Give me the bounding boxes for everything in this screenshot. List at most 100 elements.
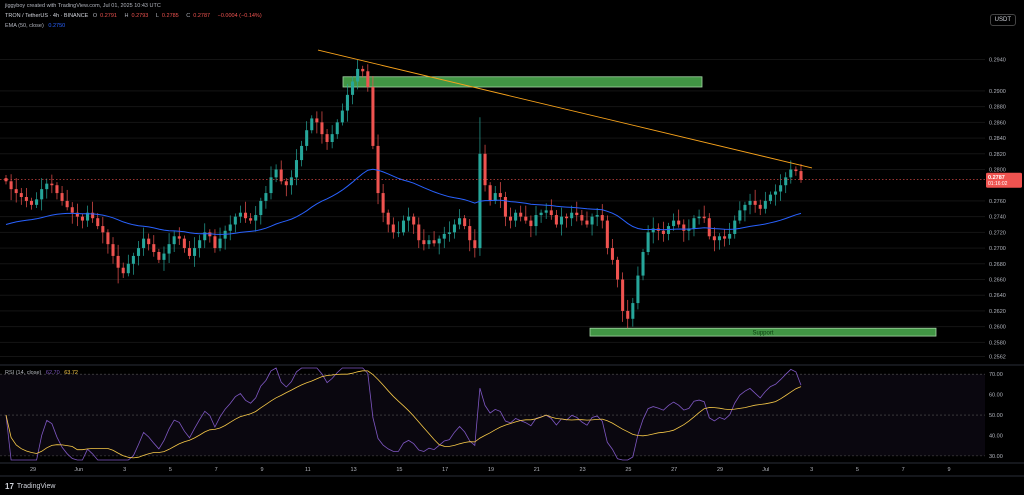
candle-body[interactable] [514,212,518,221]
candle-body[interactable] [524,216,528,221]
candle-body[interactable] [177,236,181,239]
candle-body[interactable] [605,220,609,249]
candle-body[interactable] [91,212,95,219]
candle-body[interactable] [549,210,553,216]
candle-body[interactable] [340,110,344,123]
candle-body[interactable] [468,226,472,241]
candle-body[interactable] [442,233,446,239]
candle-body[interactable] [345,94,349,111]
candle-body[interactable] [427,240,431,245]
candle-body[interactable] [264,193,268,201]
candle-body[interactable] [351,81,355,95]
candle-body[interactable] [55,185,59,194]
candle-body[interactable] [407,216,411,221]
candle-body[interactable] [529,220,533,227]
candle-body[interactable] [733,220,737,234]
candle-body[interactable] [243,212,248,219]
candle-body[interactable] [799,171,803,180]
candle-body[interactable] [356,68,360,82]
candle-body[interactable] [9,181,13,190]
candle-body[interactable] [697,216,701,219]
candle-body[interactable] [279,169,283,182]
candle-body[interactable] [111,244,115,256]
candle-body[interactable] [437,238,441,244]
candle-body[interactable] [661,230,665,234]
candle-body[interactable] [646,232,650,252]
candle-body[interactable] [376,145,380,194]
candle-body[interactable] [768,194,772,201]
candle-body[interactable] [631,303,635,319]
candle-body[interactable] [259,200,263,216]
candle-body[interactable] [565,216,569,219]
candle-body[interactable] [763,200,767,209]
candle-body[interactable] [544,210,548,213]
candle-body[interactable] [773,191,778,195]
candle-body[interactable] [320,122,324,135]
candle-body[interactable] [590,216,594,225]
candle-body[interactable] [24,197,28,201]
candle-body[interactable] [157,252,161,260]
candle-body[interactable] [600,215,604,221]
candle-body[interactable] [152,244,156,252]
candle-body[interactable] [463,218,467,227]
candle-body[interactable] [325,134,329,142]
candle-body[interactable] [269,177,273,194]
candle-body[interactable] [284,181,288,186]
candle-body[interactable] [702,216,706,219]
candle-body[interactable] [4,178,8,182]
candle-body[interactable] [616,259,620,280]
candle-body[interactable] [641,252,645,276]
candle-body[interactable] [412,216,416,225]
candle-body[interactable] [193,248,197,256]
candle-body[interactable] [483,153,487,186]
candle-body[interactable] [422,240,426,245]
candle-body[interactable] [75,212,79,217]
candle-body[interactable] [458,218,462,225]
candle-body[interactable] [86,212,90,221]
candle-body[interactable] [310,118,314,131]
candle-body[interactable] [254,215,258,221]
candle-body[interactable] [116,255,120,268]
candle-body[interactable] [182,238,186,249]
candle-body[interactable] [213,236,217,249]
ema-legend[interactable]: EMA (50, close) 0.2750 [5,23,68,29]
candle-body[interactable] [503,197,507,217]
candle-body[interactable] [712,236,716,241]
candle-body[interactable] [167,244,171,254]
support-zone[interactable] [589,327,937,337]
candle-body[interactable] [508,216,513,221]
candle-body[interactable] [172,236,176,245]
candle-body[interactable] [371,87,375,146]
candle-body[interactable] [198,240,202,249]
candle-body[interactable] [575,212,579,216]
candle-body[interactable] [35,199,39,205]
candle-body[interactable] [131,255,135,264]
candle-body[interactable] [65,200,69,208]
candle-body[interactable] [519,212,523,217]
candle-body[interactable] [106,232,110,245]
candle-body[interactable] [50,183,54,186]
candle-body[interactable] [315,118,319,123]
candle-body[interactable] [717,236,721,241]
candle-body[interactable] [142,238,146,249]
candle-body[interactable] [687,228,691,231]
candle-body[interactable] [570,212,574,219]
candle-body[interactable] [748,200,752,205]
candle-body[interactable] [366,71,370,87]
candle-body[interactable] [595,215,599,217]
candle-body[interactable] [753,200,757,205]
candle-body[interactable] [208,232,212,237]
candle-body[interactable] [417,224,421,241]
candle-body[interactable] [300,145,304,161]
candle-body[interactable] [274,169,278,178]
candle-body[interactable] [101,226,105,233]
candle-body[interactable] [682,224,686,231]
candle-body[interactable] [728,233,732,239]
candle-body[interactable] [488,185,492,201]
candle-body[interactable] [249,218,253,221]
candle-body[interactable] [121,267,125,274]
candle-body[interactable] [126,263,130,274]
candle-body[interactable] [554,215,558,225]
candle-body[interactable] [651,228,655,233]
candle-body[interactable] [493,193,497,201]
